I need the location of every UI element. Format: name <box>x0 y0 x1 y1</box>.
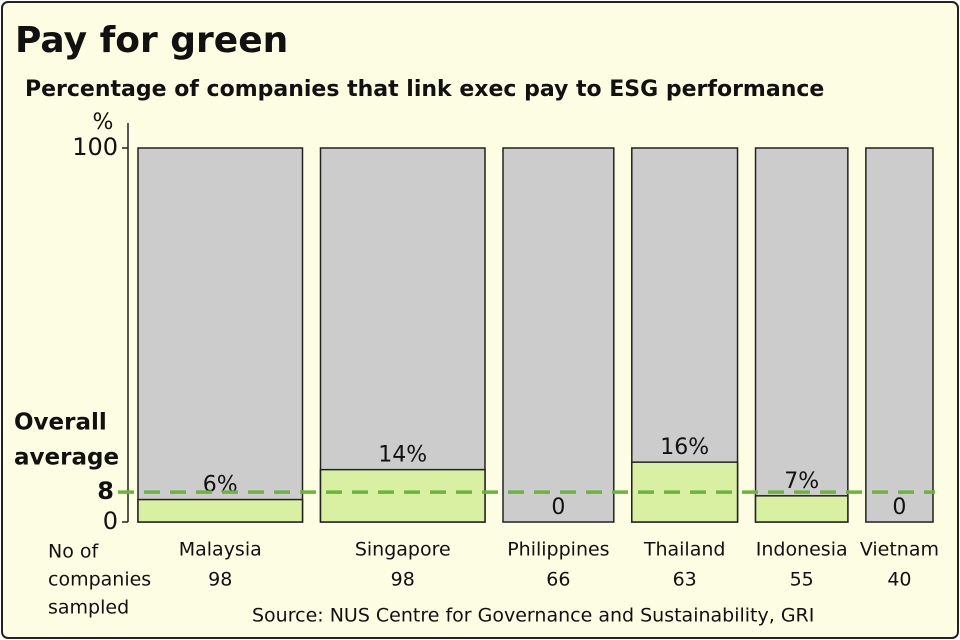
y-tick-label: 100 <box>72 133 118 161</box>
sample-size: 63 <box>673 569 697 591</box>
bar-background <box>865 147 934 523</box>
sample-size: 66 <box>546 569 570 591</box>
bar-background <box>319 147 486 523</box>
value-label: 0 <box>551 495 565 520</box>
average-label: average <box>14 445 119 471</box>
y-tick-label: 0 <box>103 507 118 535</box>
x-tick-label: Thailand <box>643 539 726 561</box>
y-axis-label: % <box>93 110 114 135</box>
average-value: 8 <box>97 477 114 505</box>
bar <box>319 468 486 523</box>
value-label: 16% <box>660 435 709 460</box>
x-tick-label: Malaysia <box>179 539 262 561</box>
sample-label: No of <box>48 541 100 563</box>
bar-background <box>502 147 615 523</box>
bar <box>754 495 849 523</box>
sample-size: 98 <box>208 569 232 591</box>
sample-label: companies <box>48 569 151 591</box>
bar-background <box>754 147 849 523</box>
value-label: 7% <box>784 469 819 494</box>
x-tick-label: Indonesia <box>756 539 848 561</box>
value-label: 0 <box>892 495 906 520</box>
bar-background <box>137 147 304 523</box>
sample-size: 98 <box>391 569 415 591</box>
bar <box>137 498 304 523</box>
sample-label: sampled <box>48 597 129 619</box>
sample-size: 40 <box>887 569 911 591</box>
value-label: 14% <box>378 443 427 468</box>
sample-size: 55 <box>790 569 814 591</box>
average-label: Overall <box>14 410 107 436</box>
x-tick-label: Philippines <box>507 539 609 561</box>
source: Source: NUS Centre for Governance and Su… <box>252 605 814 627</box>
chart-subtitle: Percentage of companies that link exec p… <box>25 77 824 102</box>
chart-title: Pay for green <box>15 20 288 61</box>
x-tick-label: Singapore <box>355 539 451 561</box>
x-tick-label: Vietnam <box>860 539 939 561</box>
